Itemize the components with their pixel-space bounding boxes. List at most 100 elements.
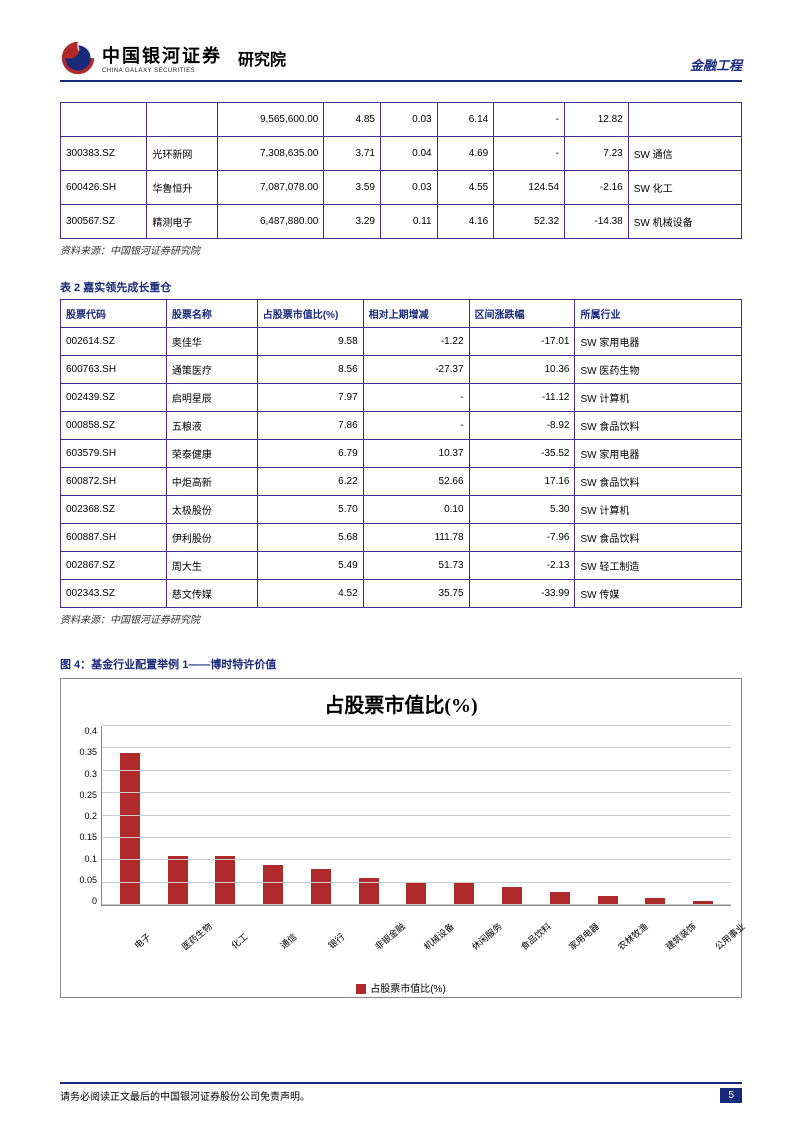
table-cell: 3.29 xyxy=(324,205,381,239)
table-2: 股票代码股票名称占股票市值比(%)相对上期增减区间涨跌幅所属行业 002614.… xyxy=(60,299,742,608)
logo-block: 中国银河证券 CHINA GALAXY SECURITIES 研究院 xyxy=(60,40,286,76)
x-tick-label: 农林牧渔 xyxy=(614,930,655,973)
table-row: 600426.SH华鲁恒升7,087,078.003.590.034.55124… xyxy=(61,171,742,205)
table-cell: 35.75 xyxy=(363,580,469,608)
chart-bars xyxy=(102,726,731,905)
table-cell: -14.38 xyxy=(565,205,629,239)
y-tick-label: 0.15 xyxy=(79,832,97,842)
table-cell: 太极股份 xyxy=(166,496,257,524)
table-cell: 002614.SZ xyxy=(61,328,167,356)
x-tick-label: 公用事业 xyxy=(711,930,752,973)
table-cell: 伊利股份 xyxy=(166,524,257,552)
y-tick-label: 0.2 xyxy=(84,811,97,821)
table-cell: 通策医疗 xyxy=(166,356,257,384)
table-cell: 5.49 xyxy=(257,552,363,580)
table-cell: 0.11 xyxy=(380,205,437,239)
table-cell: 0.03 xyxy=(380,103,437,137)
table-cell: 111.78 xyxy=(363,524,469,552)
chart-bar xyxy=(550,892,570,905)
table-cell: SW 机械设备 xyxy=(628,205,741,239)
table-cell: 5.70 xyxy=(257,496,363,524)
table-row: 002368.SZ太极股份5.700.105.30SW 计算机 xyxy=(61,496,742,524)
table-header-cell: 所属行业 xyxy=(575,300,742,328)
header-category: 金融工程 xyxy=(690,55,742,76)
table-row: 603579.SH荣泰健康6.7910.37-35.52SW 家用电器 xyxy=(61,440,742,468)
table-row: 000858.SZ五粮液7.86--8.92SW 食品饮料 xyxy=(61,412,742,440)
table-cell: 9,565,600.00 xyxy=(218,103,324,137)
table-cell: SW 化工 xyxy=(628,171,741,205)
legend-swatch xyxy=(356,984,366,994)
table-cell: 6.79 xyxy=(257,440,363,468)
x-tick-label: 家用电器 xyxy=(566,930,607,973)
chart-bar xyxy=(168,856,188,905)
table-cell: 5.68 xyxy=(257,524,363,552)
table-header-cell: 占股票市值比(%) xyxy=(257,300,363,328)
x-tick-label: 银行 xyxy=(324,930,365,973)
chart-plot-area: 0.40.350.30.250.20.150.10.050 xyxy=(71,726,731,926)
x-tick-label: 医药生物 xyxy=(178,930,219,973)
table-cell: SW 轻工制造 xyxy=(575,552,742,580)
grid-line xyxy=(102,770,731,771)
table-row: 002614.SZ奥佳华9.58-1.22-17.01SW 家用电器 xyxy=(61,328,742,356)
table-row: 9,565,600.004.850.036.14-12.82 xyxy=(61,103,742,137)
table-cell: - xyxy=(363,412,469,440)
table-cell: 600872.SH xyxy=(61,468,167,496)
table-header-cell: 股票代码 xyxy=(61,300,167,328)
table-cell: 7,308,635.00 xyxy=(218,137,324,171)
table-cell: 中炬高新 xyxy=(166,468,257,496)
grid-line xyxy=(102,815,731,816)
table-cell: 002368.SZ xyxy=(61,496,167,524)
chart-bar xyxy=(311,869,331,905)
grid-line xyxy=(102,792,731,793)
table-cell: 光环新网 xyxy=(147,137,218,171)
table-cell: -2.16 xyxy=(565,171,629,205)
y-tick-label: 0.3 xyxy=(84,769,97,779)
grid-line xyxy=(102,882,731,883)
chart-legend: 占股票市值比(%) xyxy=(71,980,731,995)
page-number: 5 xyxy=(720,1088,742,1103)
table-header-cell: 区间涨跌幅 xyxy=(469,300,575,328)
grid-line xyxy=(102,904,731,905)
table-cell: SW 家用电器 xyxy=(575,328,742,356)
x-tick-label: 休闲服务 xyxy=(469,930,510,973)
table-cell: 4.52 xyxy=(257,580,363,608)
company-name-en: CHINA GALAXY SECURITIES xyxy=(102,68,222,74)
table-cell: 7.86 xyxy=(257,412,363,440)
chart-plot xyxy=(101,726,731,906)
table-cell: 51.73 xyxy=(363,552,469,580)
table-cell: 4.55 xyxy=(437,171,494,205)
table-cell: SW 传媒 xyxy=(575,580,742,608)
page-footer: 请务必阅读正文最后的中国银河证券股份公司免责声明。 5 xyxy=(60,1082,742,1103)
table-cell xyxy=(628,103,741,137)
table-row: 300567.SZ精测电子6,487,880.003.290.114.1652.… xyxy=(61,205,742,239)
table-cell: -33.99 xyxy=(469,580,575,608)
table-cell: - xyxy=(494,103,565,137)
x-tick-label: 非银金融 xyxy=(372,930,413,973)
table-cell: 8.56 xyxy=(257,356,363,384)
y-tick-label: 0.4 xyxy=(84,726,97,736)
table-cell: 52.32 xyxy=(494,205,565,239)
table-cell: -7.96 xyxy=(469,524,575,552)
table-cell: 10.36 xyxy=(469,356,575,384)
table-cell: SW 食品饮料 xyxy=(575,524,742,552)
y-tick-label: 0 xyxy=(92,896,97,906)
table-cell: -1.22 xyxy=(363,328,469,356)
table-cell: 600763.SH xyxy=(61,356,167,384)
chart-y-axis: 0.40.350.30.250.20.150.10.050 xyxy=(71,726,101,906)
table-cell: SW 食品饮料 xyxy=(575,468,742,496)
table-cell: 002867.SZ xyxy=(61,552,167,580)
grid-line xyxy=(102,859,731,860)
table-cell: 002439.SZ xyxy=(61,384,167,412)
chart-figure-title: 图 4：基金行业配置举例 1——博时特许价值 xyxy=(60,656,742,672)
table-cell: 603579.SH xyxy=(61,440,167,468)
table-cell: - xyxy=(494,137,565,171)
table-cell: SW 医药生物 xyxy=(575,356,742,384)
table-cell: 10.37 xyxy=(363,440,469,468)
table-row: 300383.SZ光环新网7,308,635.003.710.044.69-7.… xyxy=(61,137,742,171)
table-cell: 300567.SZ xyxy=(61,205,147,239)
table-header-cell: 相对上期增减 xyxy=(363,300,469,328)
table-cell: 6,487,880.00 xyxy=(218,205,324,239)
table-cell: 4.16 xyxy=(437,205,494,239)
table-cell: 9.58 xyxy=(257,328,363,356)
table-2-title: 表 2 嘉实领先成长重仓 xyxy=(60,279,742,295)
